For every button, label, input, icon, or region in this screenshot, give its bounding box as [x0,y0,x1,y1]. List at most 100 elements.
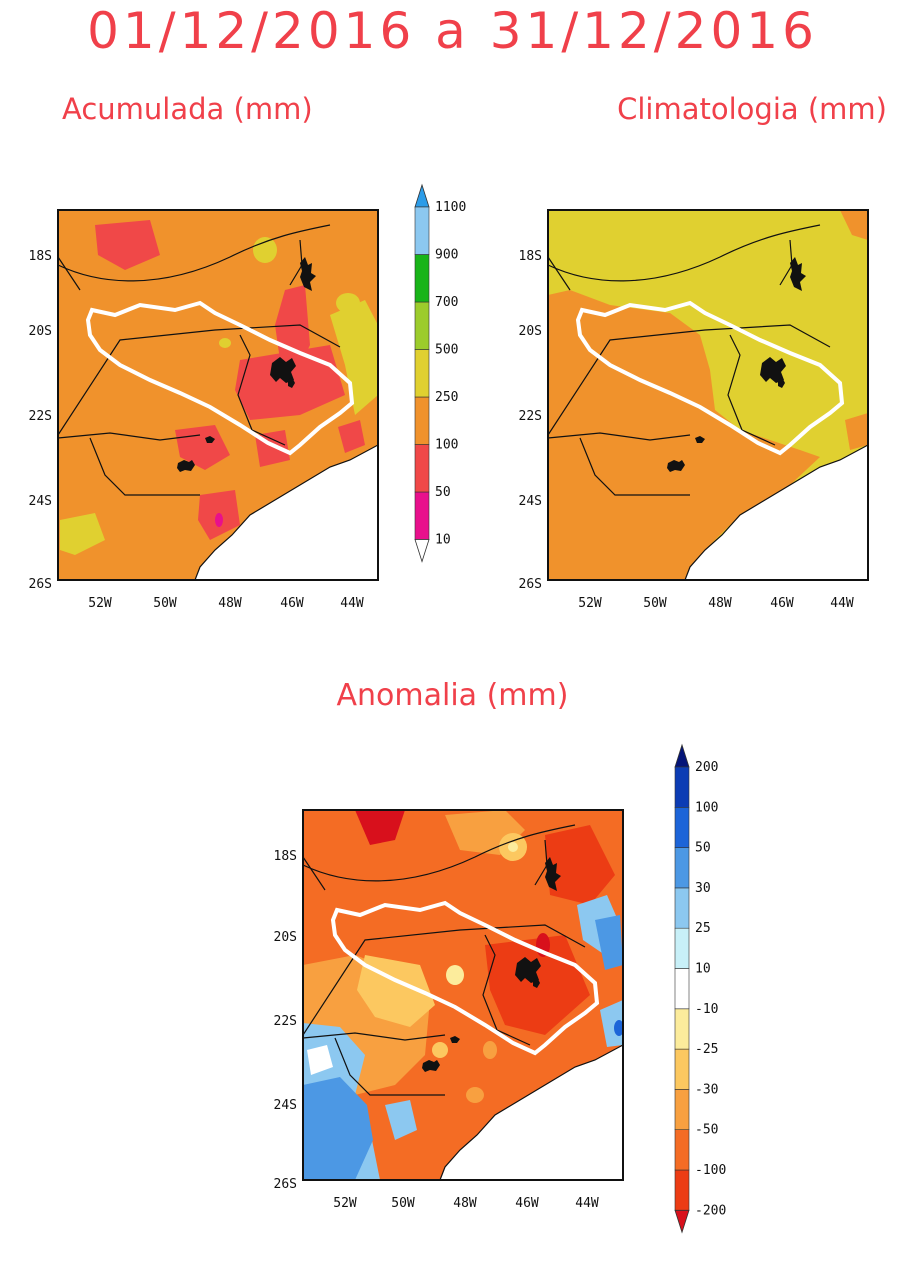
reservoir [760,357,786,383]
colorbar-block [414,349,430,398]
state-border [58,256,81,291]
lon-label: 50W [643,596,667,611]
lon-label: 44W [575,1196,599,1211]
lat-label: 20S [519,324,542,339]
lon-label: 48W [453,1196,477,1211]
colorbar-block [414,206,430,255]
lon-label: 50W [153,596,177,611]
field-patch [845,413,868,450]
state-border [58,224,331,282]
lon-label: 46W [515,1196,539,1211]
reservoir [205,436,215,443]
field-patch [508,842,518,852]
colorbar-block [414,444,430,493]
state-border [334,1037,445,1096]
colorbar-anomaly: -200 -100 -50 -30 -25 -10 10 25 30 50 100 200 [674,743,726,1234]
state-border [58,324,341,436]
field-patch [614,1020,623,1036]
field-patch [336,293,360,313]
field-patch [253,237,277,263]
field-patch [60,513,105,555]
colorbar-label: 1100 [435,200,466,215]
basin-outline [85,300,355,456]
colorbar-label: 50 [435,485,451,500]
state-border [482,934,531,1046]
reservoir [545,857,561,891]
map-climatologia: 18S 20S 22S 24S 26S 52W 50W 48W 46W 44W [519,209,869,611]
field-patch [275,285,310,370]
field-patch [432,1042,448,1058]
field-patch [330,300,378,415]
lat-label: 18S [29,249,52,264]
lon-label: 46W [280,596,304,611]
reservoir [422,1060,440,1072]
lon-label: 44W [830,596,854,611]
colorbar-label: 10 [435,533,451,548]
field-patch [307,1045,333,1075]
colorbar-arrow-bottom [414,539,430,563]
lon-label: 50W [391,1196,415,1211]
colorbar-arrow-top [674,743,690,768]
state-border [548,432,691,441]
ocean [685,445,868,580]
lon-label: 52W [88,596,112,611]
panel-title-climatologia: Climatologia (mm) [617,92,887,126]
state-border [548,256,571,291]
lat-label: 22S [519,409,542,424]
basin-outline [575,300,845,456]
reservoir [288,377,295,388]
state-border [548,324,831,436]
reservoir [778,377,785,388]
colorbar-label: 700 [435,295,458,310]
colorbar-label: 30 [695,881,711,896]
colorbar-label: 200 [695,760,718,775]
reservoir [177,460,195,472]
field-patch [840,210,868,240]
state-border [548,224,821,282]
reservoir [270,357,296,383]
field-patch [545,825,615,905]
map-acumulada: 18S 20S 22S 24S 26S 52W 50W 48W 46W 44W [29,209,379,611]
colorbar-block [674,766,690,808]
coastline [194,444,378,580]
latitude-axis: 18S 20S 22S 24S 26S [274,849,297,1192]
colorbar-label: -10 [695,1002,718,1017]
lon-label: 48W [218,596,242,611]
reservoir [533,977,540,988]
state-border [237,334,286,446]
lon-label: 46W [770,596,794,611]
reservoir [667,460,685,472]
colorbar-label: 10 [695,962,711,977]
colorbar-label: 50 [695,841,711,856]
lat-label: 22S [274,1014,297,1029]
colorbar-precipitation: 10 50 100 250 500 700 900 1100 [414,183,466,563]
lat-label: 20S [274,930,297,945]
lat-label: 26S [519,577,542,592]
colorbar-block [674,1008,690,1050]
colorbar-block [674,887,690,929]
lon-label: 48W [708,596,732,611]
colorbar-block [414,396,430,445]
colorbar-block [674,927,690,969]
colorbar-block [414,254,430,303]
panel-title-anomalia: Anomalia (mm) [336,678,569,713]
lat-label: 24S [29,494,52,509]
latitude-axis: 18S 20S 22S 24S 26S [519,249,542,592]
reservoir [695,436,705,443]
colorbar-block [674,1129,690,1171]
field-patch [446,965,464,985]
lat-label: 18S [519,249,542,264]
lat-label: 18S [274,849,297,864]
colorbar-label: 250 [435,390,458,405]
lon-label: 52W [333,1196,357,1211]
coastline [439,1044,623,1180]
longitude-axis: 52W 50W 48W 46W 44W [578,596,854,611]
colorbar-label: 100 [695,800,718,815]
colorbar-label: -30 [695,1082,718,1097]
ocean [440,1045,623,1180]
colorbar-label: 900 [435,248,458,263]
reservoir [450,1036,460,1043]
colorbar-label: 500 [435,343,458,358]
field-patch [595,915,623,970]
ocean [195,445,378,580]
